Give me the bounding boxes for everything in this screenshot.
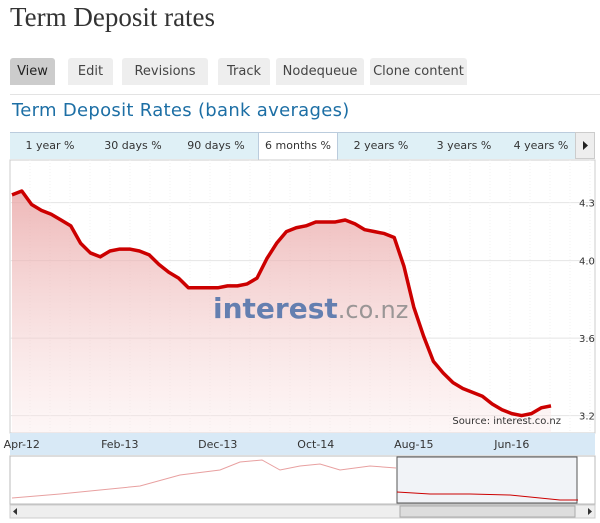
range-button[interactable]: 2 years % xyxy=(353,139,409,152)
tab[interactable]: Revisions xyxy=(122,58,208,85)
navigator-line xyxy=(11,459,397,499)
scroll-right-button[interactable] xyxy=(575,132,595,159)
range-button[interactable]: 1 year % xyxy=(25,139,75,152)
watermark-main: interest xyxy=(213,292,338,325)
arrow-shape xyxy=(583,141,588,150)
y-tick-label: 3.6 xyxy=(579,334,595,345)
arrow-icon xyxy=(583,141,588,150)
range-bar: 1 year % 30 days % 90 days % 6 months % … xyxy=(10,132,575,161)
watermark-domain: .co.nz xyxy=(338,296,409,324)
scroll-arrows xyxy=(13,508,592,515)
scrollbar-thumb[interactable] xyxy=(399,505,576,518)
area xyxy=(12,190,551,433)
scrollbar[interactable] xyxy=(9,504,596,519)
source: Source: interest.co.nz xyxy=(452,416,561,427)
tab[interactable]: View xyxy=(10,58,55,85)
navigator-window[interactable] xyxy=(396,456,578,504)
range-button[interactable]: 6 months % xyxy=(258,132,338,161)
navigator-line xyxy=(396,491,578,501)
plot-area xyxy=(9,159,596,434)
watermark: interest.co.nz xyxy=(213,292,408,325)
x-tick-label: Oct-14 xyxy=(297,438,334,451)
y-tick-label: 4.0 xyxy=(579,257,595,268)
x-tick-label: Dec-13 xyxy=(198,438,237,451)
x-tick-label: Jun-16 xyxy=(493,438,529,451)
y-tick-label: 3.2 xyxy=(579,412,595,423)
y-tick-label: 4.3 xyxy=(579,199,595,210)
widget-title: Term Deposit Rates (bank averages) xyxy=(12,100,350,121)
range-button[interactable]: 4 years % xyxy=(513,139,569,152)
tab[interactable]: Nodequeue xyxy=(276,58,364,85)
range-button[interactable]: 90 days % xyxy=(187,139,245,152)
tab[interactable]: Edit xyxy=(68,58,113,85)
navigator-mask xyxy=(12,457,397,503)
tab[interactable]: Track xyxy=(218,58,270,85)
x-axis: Apr-12 Feb-13 Dec-13 Oct-14 Aug-15 Jun-16 xyxy=(4,438,530,451)
page-title: Term Deposit rates xyxy=(10,2,216,32)
grid xyxy=(10,160,595,433)
series xyxy=(11,189,552,433)
divider xyxy=(10,94,600,95)
range-button[interactable]: 3 years % xyxy=(436,139,492,152)
navigator xyxy=(9,455,596,505)
range-button[interactable]: 30 days % xyxy=(104,139,162,152)
line xyxy=(11,189,552,418)
x-tick-label: Aug-15 xyxy=(394,438,433,451)
x-tick-label: Feb-13 xyxy=(101,438,138,451)
tab[interactable]: Clone content xyxy=(370,58,467,85)
x-tick-label: Apr-12 xyxy=(4,438,40,451)
x-axis-band xyxy=(10,433,595,455)
